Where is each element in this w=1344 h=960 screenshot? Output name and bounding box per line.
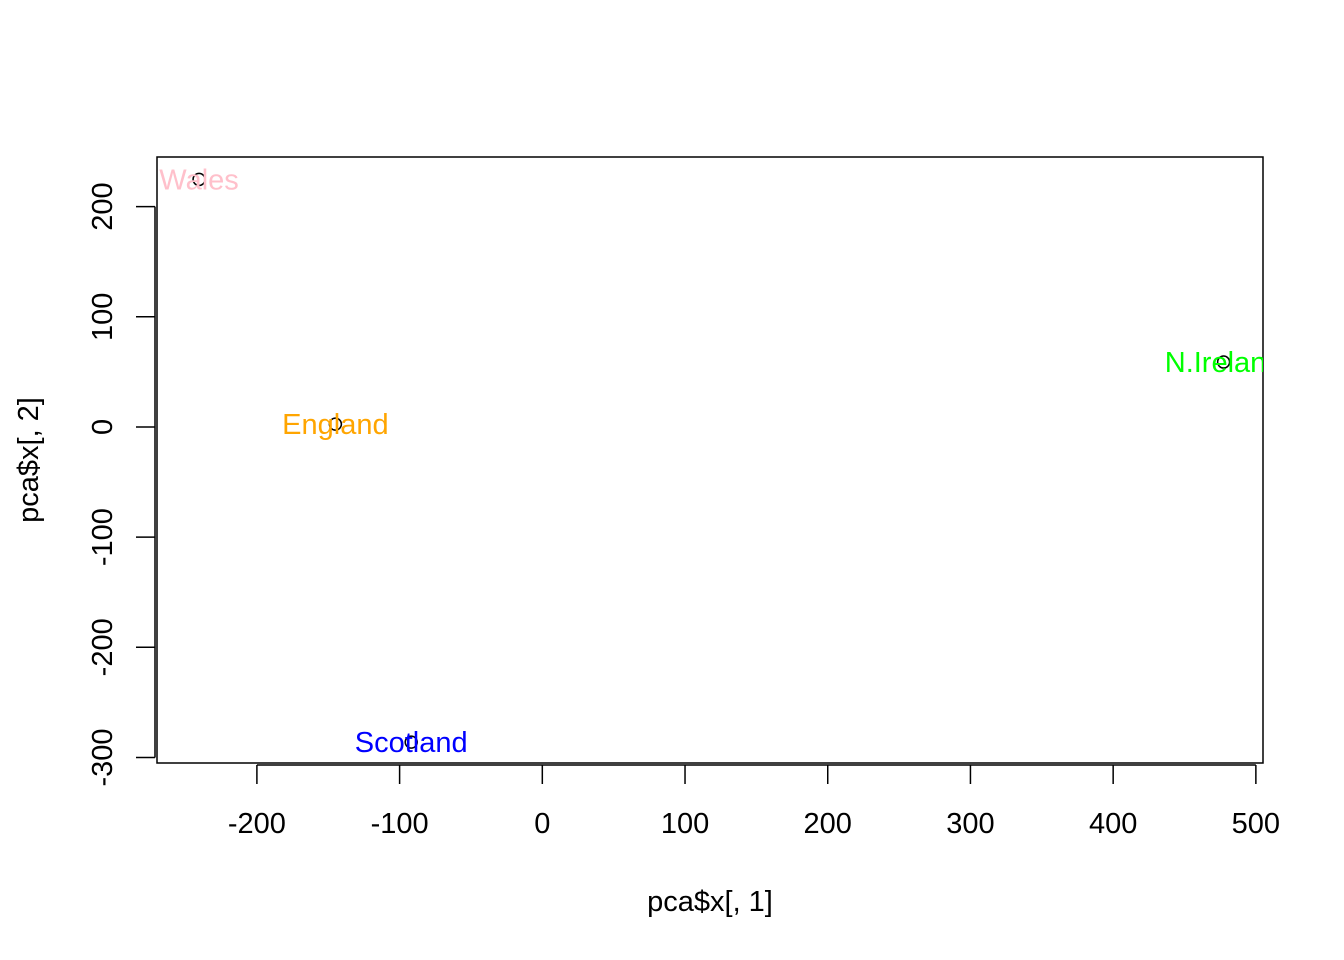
y-tick-label: -200 [87, 618, 119, 676]
x-tick-label: 200 [804, 808, 852, 840]
y-tick-label: 200 [87, 182, 119, 230]
x-axis-label: pca$x[, 1] [647, 886, 773, 918]
point-marker [192, 172, 206, 187]
x-tick-label: -200 [228, 808, 286, 840]
x-tick-label: 0 [534, 808, 550, 840]
y-axis-label: pca$x[, 2] [13, 397, 45, 523]
y-tick-label: -100 [87, 508, 119, 566]
y-tick-label: 0 [87, 419, 119, 435]
point-label: Wales [159, 164, 239, 196]
x-tick-label: 300 [946, 808, 994, 840]
x-tick-label: 400 [1089, 808, 1137, 840]
point-label: England [282, 409, 388, 441]
point-marker [404, 735, 418, 749]
x-tick-label: 500 [1232, 808, 1280, 840]
point-marker [1216, 355, 1231, 369]
point-marker [328, 417, 343, 431]
data-points [192, 172, 1231, 749]
point-labels: England Wales Scotland N.Ireland [159, 164, 1283, 759]
x-tick-label: 100 [661, 808, 709, 840]
point-label: Scotland [355, 727, 468, 759]
x-tick-label: -100 [371, 808, 429, 840]
point-label: N.Ireland [1165, 347, 1283, 379]
y-tick-label: 100 [87, 293, 119, 341]
y-tick-label: -300 [87, 728, 119, 786]
plot-frame [156, 156, 1264, 764]
y-axis: -300 -200 -100 0 100 200 [87, 182, 156, 787]
x-axis: -200 -100 0 100 200 300 400 500 [228, 764, 1280, 840]
